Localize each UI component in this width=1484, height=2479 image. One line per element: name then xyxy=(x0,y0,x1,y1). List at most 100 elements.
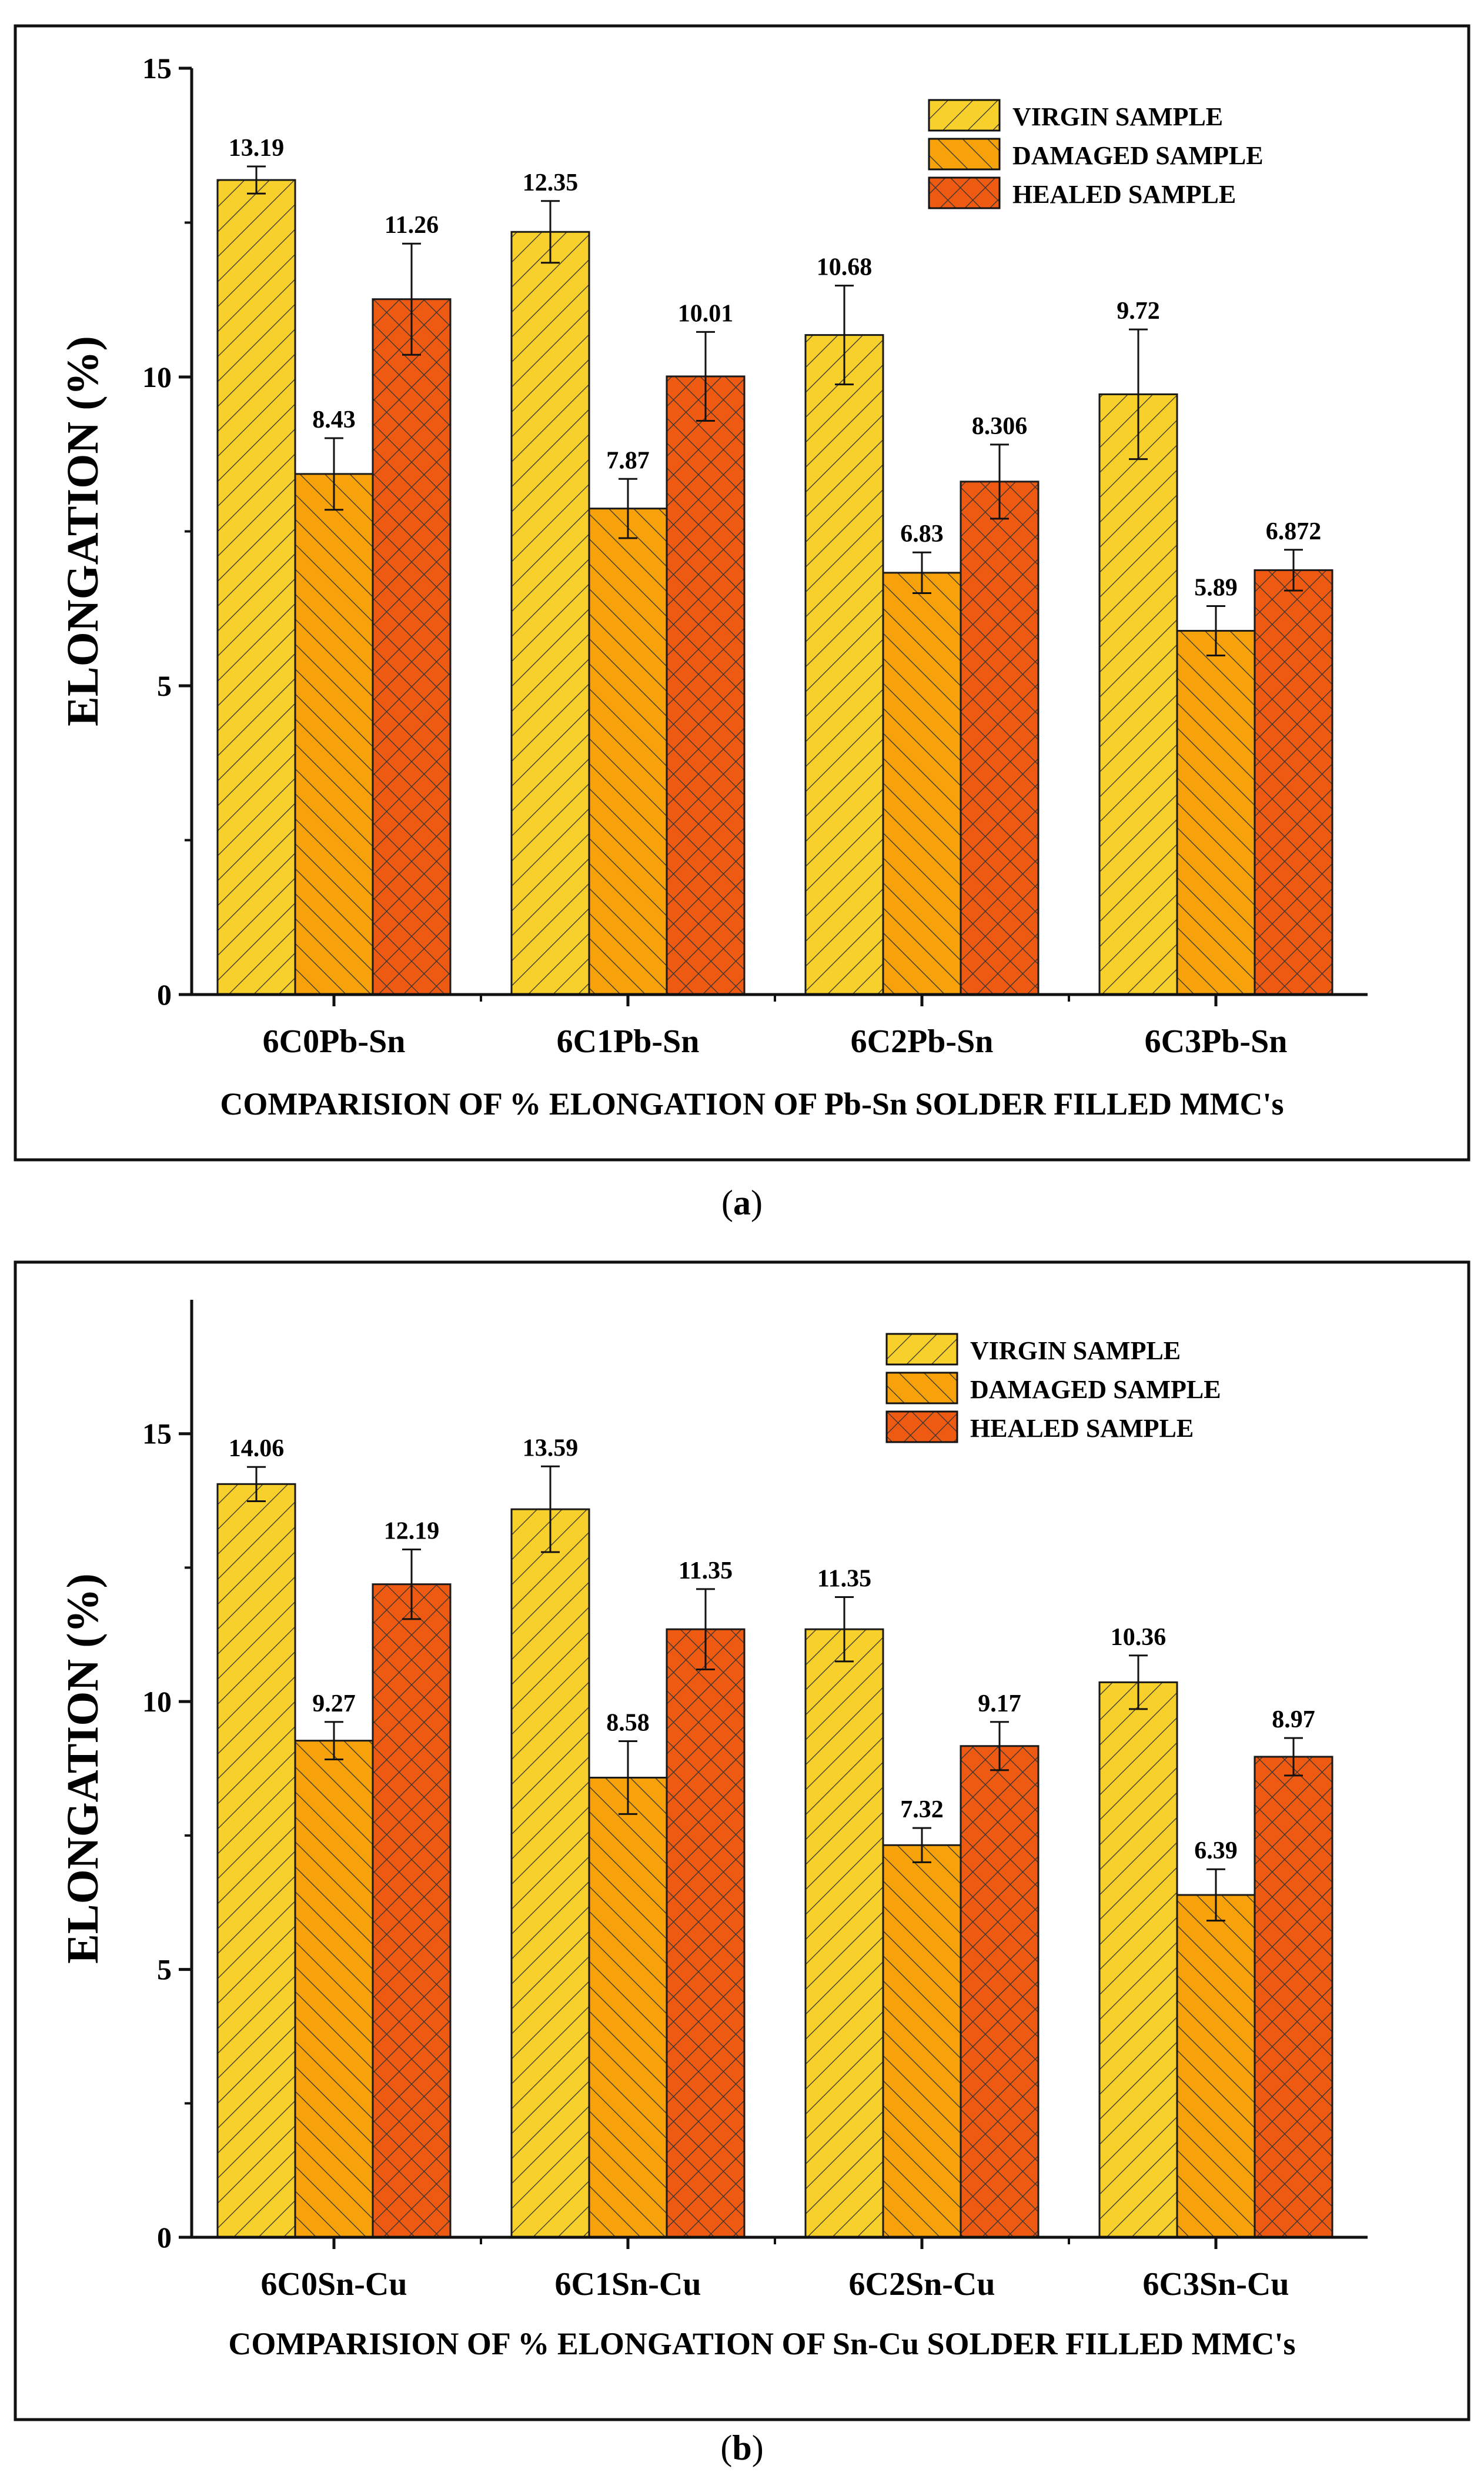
y-tick-label: 15 xyxy=(142,1417,172,1450)
bar-virgin xyxy=(804,334,884,996)
error-bar-damaged xyxy=(325,1721,343,1761)
error-bar-virgin xyxy=(835,285,854,386)
y-tick-label: 0 xyxy=(157,978,172,1011)
panel-b-frame xyxy=(14,1260,1470,2421)
chart-a-legend: VIRGIN SAMPLE DAMAGED SAMPLE HEALED SAMP… xyxy=(928,99,1264,209)
x-tick-label: 6C3Sn-Cu xyxy=(1143,2266,1289,2303)
chart-a: 0 5 10 15 6C0Pb-Sn 6C1Pb-Sn 6C2Pb-Sn 6C3Pb-Sn 1… xyxy=(58,52,1368,1122)
bar-damaged xyxy=(1176,1894,1256,2238)
error-bar-virgin xyxy=(1129,328,1148,461)
legend-b-swatch-virgin xyxy=(885,1333,958,1366)
bar-healed xyxy=(960,1745,1040,2238)
legend-b-label-virgin: VIRGIN SAMPLE xyxy=(970,1336,1181,1365)
y-tick-label: 0 xyxy=(157,2221,172,2254)
data-label-virgin: 14.06 xyxy=(229,1435,285,1462)
data-label-damaged: 8.43 xyxy=(312,406,356,433)
error-bar-damaged xyxy=(913,551,931,594)
bar-virgin xyxy=(510,1508,590,2238)
bar-damaged xyxy=(294,473,374,996)
bar-damaged xyxy=(882,572,962,996)
y-tick-label: 10 xyxy=(142,361,172,393)
error-bar-healed xyxy=(1284,549,1303,592)
bar-healed xyxy=(666,375,746,996)
data-label-damaged: 5.89 xyxy=(1194,575,1238,602)
data-label-healed: 10.01 xyxy=(678,300,734,327)
data-label-damaged: 6.83 xyxy=(900,521,944,548)
chart-b-xlabel: COMPARISION OF % ELONGATION OF Sn-Cu SOL… xyxy=(228,2326,1295,2361)
error-bar-virgin xyxy=(247,165,266,195)
panel-a-frame xyxy=(14,24,1470,1162)
data-label-healed: 11.26 xyxy=(385,212,439,239)
x-tick-label: 6C1Sn-Cu xyxy=(555,2266,701,2303)
error-bar-healed xyxy=(696,331,715,422)
error-bar-healed xyxy=(696,1588,715,1670)
legend-b-swatch-damaged xyxy=(885,1372,958,1404)
data-label-virgin: 13.19 xyxy=(229,135,285,162)
chart-a-ticks: 0 5 10 15 6C0Pb-Sn 6C1Pb-Sn 6C2Pb-Sn 6C3Pb-Sn xyxy=(142,52,1287,1060)
data-label-healed: 6.872 xyxy=(1266,518,1322,545)
bar-virgin xyxy=(216,179,296,996)
bar-virgin xyxy=(804,1628,884,2238)
bar-healed xyxy=(1254,569,1333,996)
error-bar-virgin xyxy=(247,1466,266,1502)
data-label-virgin: 13.59 xyxy=(523,1434,579,1462)
data-label-damaged: 9.27 xyxy=(312,1690,356,1717)
bar-healed xyxy=(960,481,1040,996)
bar-virgin xyxy=(510,231,590,996)
y-tick-label: 10 xyxy=(142,1685,172,1718)
legend-a-swatch-virgin xyxy=(928,99,1001,132)
x-tick-label: 6C2Sn-Cu xyxy=(849,2266,995,2303)
panel-b-caption: (b) xyxy=(720,2428,763,2467)
data-label-healed: 8.97 xyxy=(1272,1706,1315,1733)
y-tick-label: 5 xyxy=(157,1953,172,1986)
error-bar-virgin xyxy=(1129,1654,1148,1710)
legend-b-label-damaged: DAMAGED SAMPLE xyxy=(970,1375,1221,1404)
error-bar-damaged xyxy=(325,437,343,511)
bar-damaged xyxy=(882,1844,962,2238)
x-tick-label: 6C3Pb-Sn xyxy=(1145,1023,1288,1060)
error-bar-damaged xyxy=(1206,1868,1225,1922)
data-label-virgin: 12.35 xyxy=(523,169,579,196)
data-label-virgin: 11.35 xyxy=(817,1566,871,1593)
error-bar-virgin xyxy=(541,200,560,264)
data-label-virgin: 10.36 xyxy=(1111,1624,1167,1651)
data-label-damaged: 8.58 xyxy=(606,1710,650,1737)
legend-a-label-damaged: DAMAGED SAMPLE xyxy=(1012,141,1264,170)
legend-b-label-healed: HEALED SAMPLE xyxy=(970,1414,1194,1443)
chart-a-data-labels: 13.19 8.43 11.26 12.35 7.87 10.01 10.68 6.83 8.3… xyxy=(229,135,1322,602)
data-label-damaged: 7.32 xyxy=(900,1796,944,1823)
chart-a-bars xyxy=(216,165,1333,996)
chart-b-legend: VIRGIN SAMPLE DAMAGED SAMPLE HEALED SAMP… xyxy=(885,1333,1221,1443)
chart-b-ylabel: ELONGATION (%) xyxy=(58,1573,108,1964)
chart-b-bars xyxy=(216,1465,1333,2238)
chart-b-data-labels: 14.06 9.27 12.19 13.59 8.58 11.35 11.35 7.32 9.1… xyxy=(229,1434,1315,1864)
x-tick-label: 6C2Pb-Sn xyxy=(851,1023,994,1060)
data-label-healed: 11.35 xyxy=(679,1557,733,1584)
bar-damaged xyxy=(294,1740,374,2238)
chart-b-axes xyxy=(190,1300,1368,2239)
panel-a: 0 5 10 15 6C0Pb-Sn 6C1Pb-Sn 6C2Pb-Sn 6C3Pb-Sn 1… xyxy=(14,24,1470,1222)
y-tick-label: 5 xyxy=(157,669,172,702)
panel-b: 0 5 10 15 6C0Sn-Cu 6C1Sn-Cu 6C2Sn-Cu 6C3Sn-Cu 1… xyxy=(14,1260,1470,2467)
chart-a-xlabel: COMPARISION OF % ELONGATION OF Pb-Sn SOL… xyxy=(220,1086,1284,1122)
y-tick-label: 15 xyxy=(142,52,172,85)
error-bar-healed xyxy=(990,1721,1009,1771)
bar-damaged xyxy=(1176,630,1256,996)
chart-b-ticks: 0 5 10 15 6C0Sn-Cu 6C1Sn-Cu 6C2Sn-Cu 6C3Sn-Cu xyxy=(142,1417,1289,2303)
error-bar-damaged xyxy=(619,1740,637,1815)
legend-a-swatch-healed xyxy=(928,176,1001,209)
error-bar-healed xyxy=(402,242,421,356)
error-bar-damaged xyxy=(913,1827,931,1863)
legend-a-label-healed: HEALED SAMPLE xyxy=(1012,180,1236,209)
x-tick-label: 6C0Sn-Cu xyxy=(261,2266,407,2303)
error-bar-healed xyxy=(1284,1737,1303,1777)
x-tick-label: 6C0Pb-Sn xyxy=(263,1023,406,1060)
data-label-virgin: 10.68 xyxy=(817,254,873,281)
bar-damaged xyxy=(588,508,668,996)
chart-a-ylabel: ELONGATION (%) xyxy=(58,336,108,726)
bar-virgin xyxy=(1098,393,1178,996)
bar-healed xyxy=(666,1628,746,2238)
data-label-damaged: 7.87 xyxy=(606,447,650,474)
data-label-healed: 8.306 xyxy=(972,413,1028,440)
